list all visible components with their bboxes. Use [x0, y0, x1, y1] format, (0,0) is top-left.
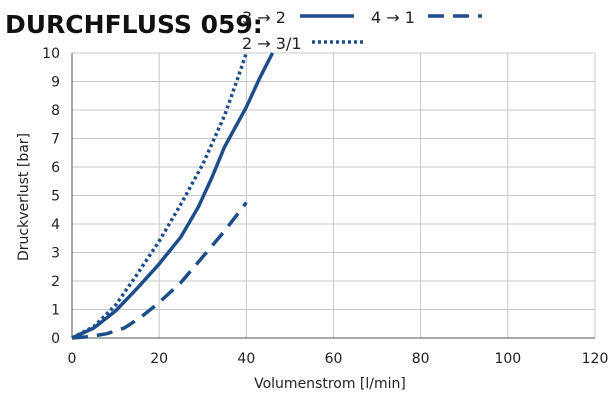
x-tick-label: 0 [68, 351, 77, 367]
y-tick-label: 7 [51, 132, 60, 148]
x-tick-label: 60 [325, 351, 343, 367]
legend-label: 2 → 3/1 [242, 34, 302, 53]
x-tick-label: 120 [582, 351, 609, 367]
chart-title: DURCHFLUSS 059: [5, 10, 263, 39]
y-tick-label: 3 [51, 246, 60, 262]
x-axis-label: Volumenstrom [l/min] [254, 376, 406, 392]
legend-label: 4 → 1 [371, 8, 415, 27]
grid-lines [72, 52, 596, 338]
y-tick-label: 0 [51, 331, 60, 347]
y-tick-label: 5 [51, 189, 60, 205]
y-tick-label: 8 [51, 103, 60, 119]
y-axis-label: Druckverlust [bar] [16, 133, 32, 261]
y-tick-label: 6 [51, 160, 60, 176]
x-tick-label: 100 [494, 351, 521, 367]
y-tick-label: 10 [42, 46, 60, 62]
legend-label: 3 → 2 [242, 8, 286, 27]
x-tick-label: 80 [412, 351, 430, 367]
series-layer [71, 52, 275, 340]
y-tick-label: 9 [51, 75, 60, 91]
y-tick-label: 2 [51, 274, 60, 290]
series-line [71, 201, 248, 340]
axes [71, 53, 595, 339]
legend: 3 → 2 4 → 1 2 → 3/1 [242, 8, 482, 53]
y-tick-label: 1 [51, 303, 60, 319]
y-tick-label: 4 [51, 217, 60, 233]
x-tick-label: 40 [237, 351, 255, 367]
series-line [71, 52, 275, 340]
x-tick-label: 20 [150, 351, 168, 367]
